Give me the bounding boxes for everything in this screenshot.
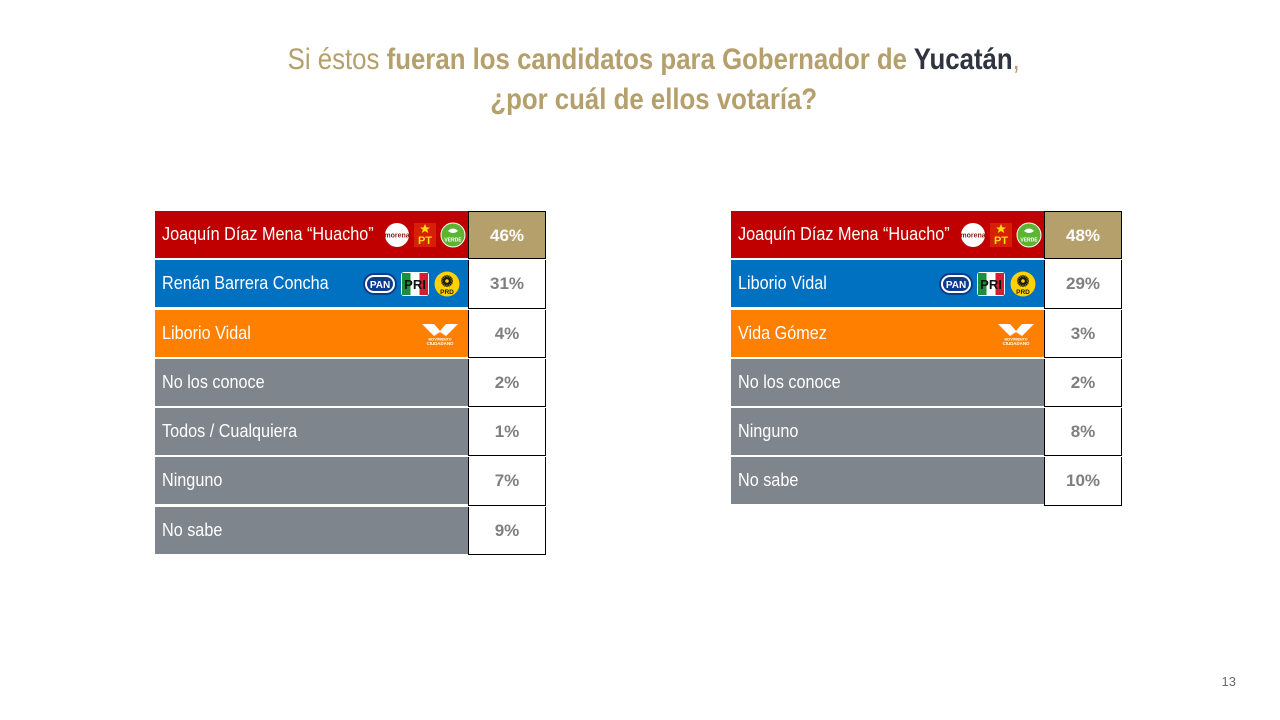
row-value: 8% [1044, 408, 1122, 457]
row-label: Renán Barrera Concha [162, 273, 329, 294]
row-label-cell: No sabe [731, 457, 1044, 507]
svg-text:PAN: PAN [370, 280, 390, 291]
title-part-4: , [1012, 43, 1020, 76]
row-label-cell: No los conoce [155, 358, 468, 408]
pan-logo: PAN [939, 272, 973, 295]
row-value: 3% [1044, 309, 1122, 358]
row-label: No sabe [162, 519, 223, 540]
row-label-cell: Todos / Cualquiera [155, 408, 468, 458]
pri-logo: PRI [401, 271, 429, 296]
row-value: 48% [1044, 211, 1122, 260]
row-label: No los conoce [162, 371, 265, 392]
row-value: 1% [468, 408, 546, 457]
morena-logo: morena [384, 222, 410, 247]
svg-text:PT: PT [418, 235, 432, 247]
row-value: 31% [468, 260, 546, 309]
row-label-cell: No los conoce [731, 358, 1044, 408]
prd-logo: PRD [434, 271, 460, 297]
svg-text:morena: morena [960, 232, 985, 239]
row-label-cell: Joaquín Díaz Mena “Huacho” morena PT VERDE [155, 211, 468, 260]
row-label: Joaquín Díaz Mena “Huacho” [738, 224, 950, 244]
svg-text:PRD: PRD [440, 289, 454, 296]
svg-text:PAN: PAN [946, 280, 966, 291]
svg-text:VERDE: VERDE [444, 237, 462, 243]
row-value: 10% [1044, 457, 1122, 506]
row-label-cell: Joaquín Díaz Mena “Huacho” morena PT VERDE [731, 211, 1044, 260]
party-logos: PAN PRI PRD [939, 260, 1037, 307]
svg-text:MOVIMIENTO: MOVIMIENTO [428, 338, 451, 342]
row-label-cell: Liborio Vidal PAN PRI PRD [731, 260, 1044, 310]
svg-text:CIUDADANO: CIUDADANO [1003, 341, 1030, 346]
row-label-cell: Liborio Vidal MOVIMIENTO CIUDADANO [155, 309, 468, 359]
svg-text:PRI: PRI [980, 277, 1002, 292]
morena-logo: morena [960, 222, 986, 247]
row-label: Ninguno [738, 421, 799, 442]
title-line-1: Si éstos fueran los candidatos para Gobe… [90, 40, 1218, 80]
pan-logo: PAN [363, 272, 397, 295]
svg-text:PRD: PRD [1016, 289, 1030, 296]
row-label-cell: Ninguno [155, 457, 468, 507]
row-value: 4% [468, 309, 546, 358]
row-label: No sabe [738, 470, 799, 491]
title-line-2: ¿por cuál de ellos votaría? [490, 83, 818, 116]
prd-logo: PRD [1010, 271, 1036, 297]
svg-text:PT: PT [994, 235, 1008, 247]
pt-logo: PT [990, 222, 1012, 247]
title-part-1: Si éstos [287, 43, 387, 76]
party-logos: MOVIMIENTO CIUDADANO [994, 310, 1038, 357]
svg-text:MOVIMIENTO: MOVIMIENTO [1004, 338, 1027, 342]
row-label: No los conoce [738, 371, 841, 392]
row-label-cell: No sabe [155, 506, 468, 556]
slide-title: Si éstos fueran los candidatos para Gobe… [90, 40, 1218, 120]
party-logos: PAN PRI PRD [363, 260, 461, 307]
party-logos: morena PT VERDE [960, 211, 1042, 258]
row-value: 46% [468, 211, 546, 260]
title-part-2: fueran los candidatos para Gobernador de [386, 43, 914, 76]
row-value: 2% [1044, 358, 1122, 408]
row-label: Ninguno [162, 470, 223, 491]
pt-logo: PT [414, 222, 436, 247]
pri-logo: PRI [977, 271, 1005, 296]
party-logos: morena PT VERDE [384, 211, 466, 258]
svg-text:PRI: PRI [404, 277, 426, 292]
row-label: Joaquín Díaz Mena “Huacho” [162, 224, 374, 244]
row-label-cell: Vida Gómez MOVIMIENTO CIUDADANO [731, 309, 1044, 359]
row-label-cell: Renán Barrera Concha PAN PRI PRD [155, 260, 468, 310]
title-part-3: Yucatán [913, 43, 1013, 76]
row-label: Liborio Vidal [738, 273, 827, 294]
svg-text:VERDE: VERDE [1020, 237, 1038, 243]
page-number: 13 [1221, 674, 1236, 689]
row-value: 9% [468, 506, 546, 556]
svg-text:CIUDADANO: CIUDADANO [427, 341, 454, 346]
row-label: Todos / Cualquiera [162, 421, 298, 442]
row-value: 29% [1044, 260, 1122, 309]
row-label-cell: Ninguno [731, 408, 1044, 458]
pvem-logo: VERDE [440, 222, 466, 247]
pvem-logo: VERDE [1016, 222, 1042, 247]
row-value: 2% [468, 358, 546, 408]
svg-text:morena: morena [384, 232, 409, 239]
row-label: Liborio Vidal [162, 322, 251, 343]
row-value: 7% [468, 457, 546, 506]
row-label: Vida Gómez [738, 322, 827, 343]
party-logos: MOVIMIENTO CIUDADANO [418, 310, 462, 357]
